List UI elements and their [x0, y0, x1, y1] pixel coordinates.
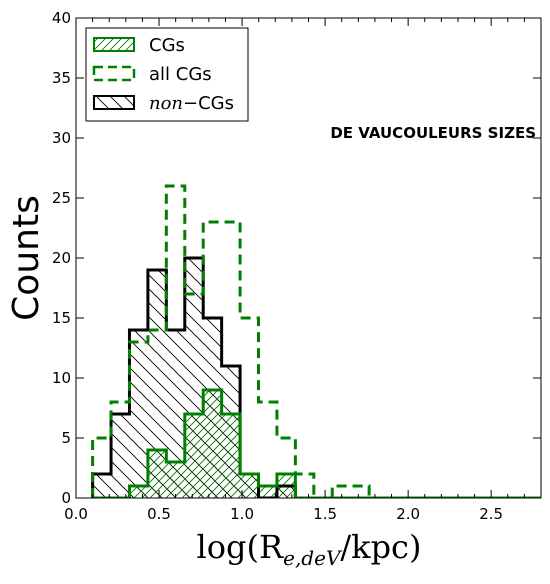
- legend-swatch-cgs: [93, 37, 135, 52]
- y-tick-label-6: 30: [52, 129, 71, 147]
- chart-annotation: DE VAUCOULEURS SIZES: [330, 124, 536, 142]
- series-outline-cgs: [92, 388, 541, 498]
- y-tick-label-1: 5: [61, 429, 71, 447]
- y-tick-label-5: 25: [52, 189, 71, 207]
- x-tick-label-2: 1.0: [230, 505, 254, 523]
- legend-swatch-all-cgs: [92, 65, 136, 82]
- legend-label-non-cgs: non−CGs: [149, 93, 234, 114]
- x-tick-label-1: 0.5: [147, 505, 171, 523]
- y-tick-label-4: 20: [52, 249, 71, 267]
- x-tick-label-5: 2.5: [479, 505, 503, 523]
- legend-label-cgs: CGs: [149, 35, 185, 56]
- y-tick-label-7: 35: [52, 69, 71, 87]
- legend: CGs all CGs non−CGs: [85, 27, 249, 122]
- x-axis-label: log(Re,deV/kpc): [197, 528, 422, 570]
- x-tick-label-4: 2.0: [396, 505, 420, 523]
- y-tick-label-8: 40: [52, 9, 71, 27]
- legend-swatch-non-cgs: [93, 95, 135, 110]
- y-tick-label-3: 15: [52, 309, 71, 327]
- series-outline-all-cgs: [91, 184, 541, 498]
- y-axis-label: Counts: [6, 195, 47, 321]
- x-tick-label-3: 1.5: [313, 505, 337, 523]
- legend-label-all-cgs: all CGs: [149, 64, 212, 85]
- y-tick-label-0: 0: [61, 489, 71, 507]
- x-tick-label-0: 0.0: [64, 505, 88, 523]
- series-fill-cgs: [92, 390, 541, 498]
- y-tick-label-2: 10: [52, 369, 71, 387]
